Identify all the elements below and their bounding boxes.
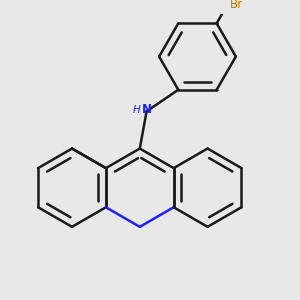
Text: H: H xyxy=(133,105,141,115)
Text: Br: Br xyxy=(230,0,243,11)
Text: N: N xyxy=(142,103,152,116)
